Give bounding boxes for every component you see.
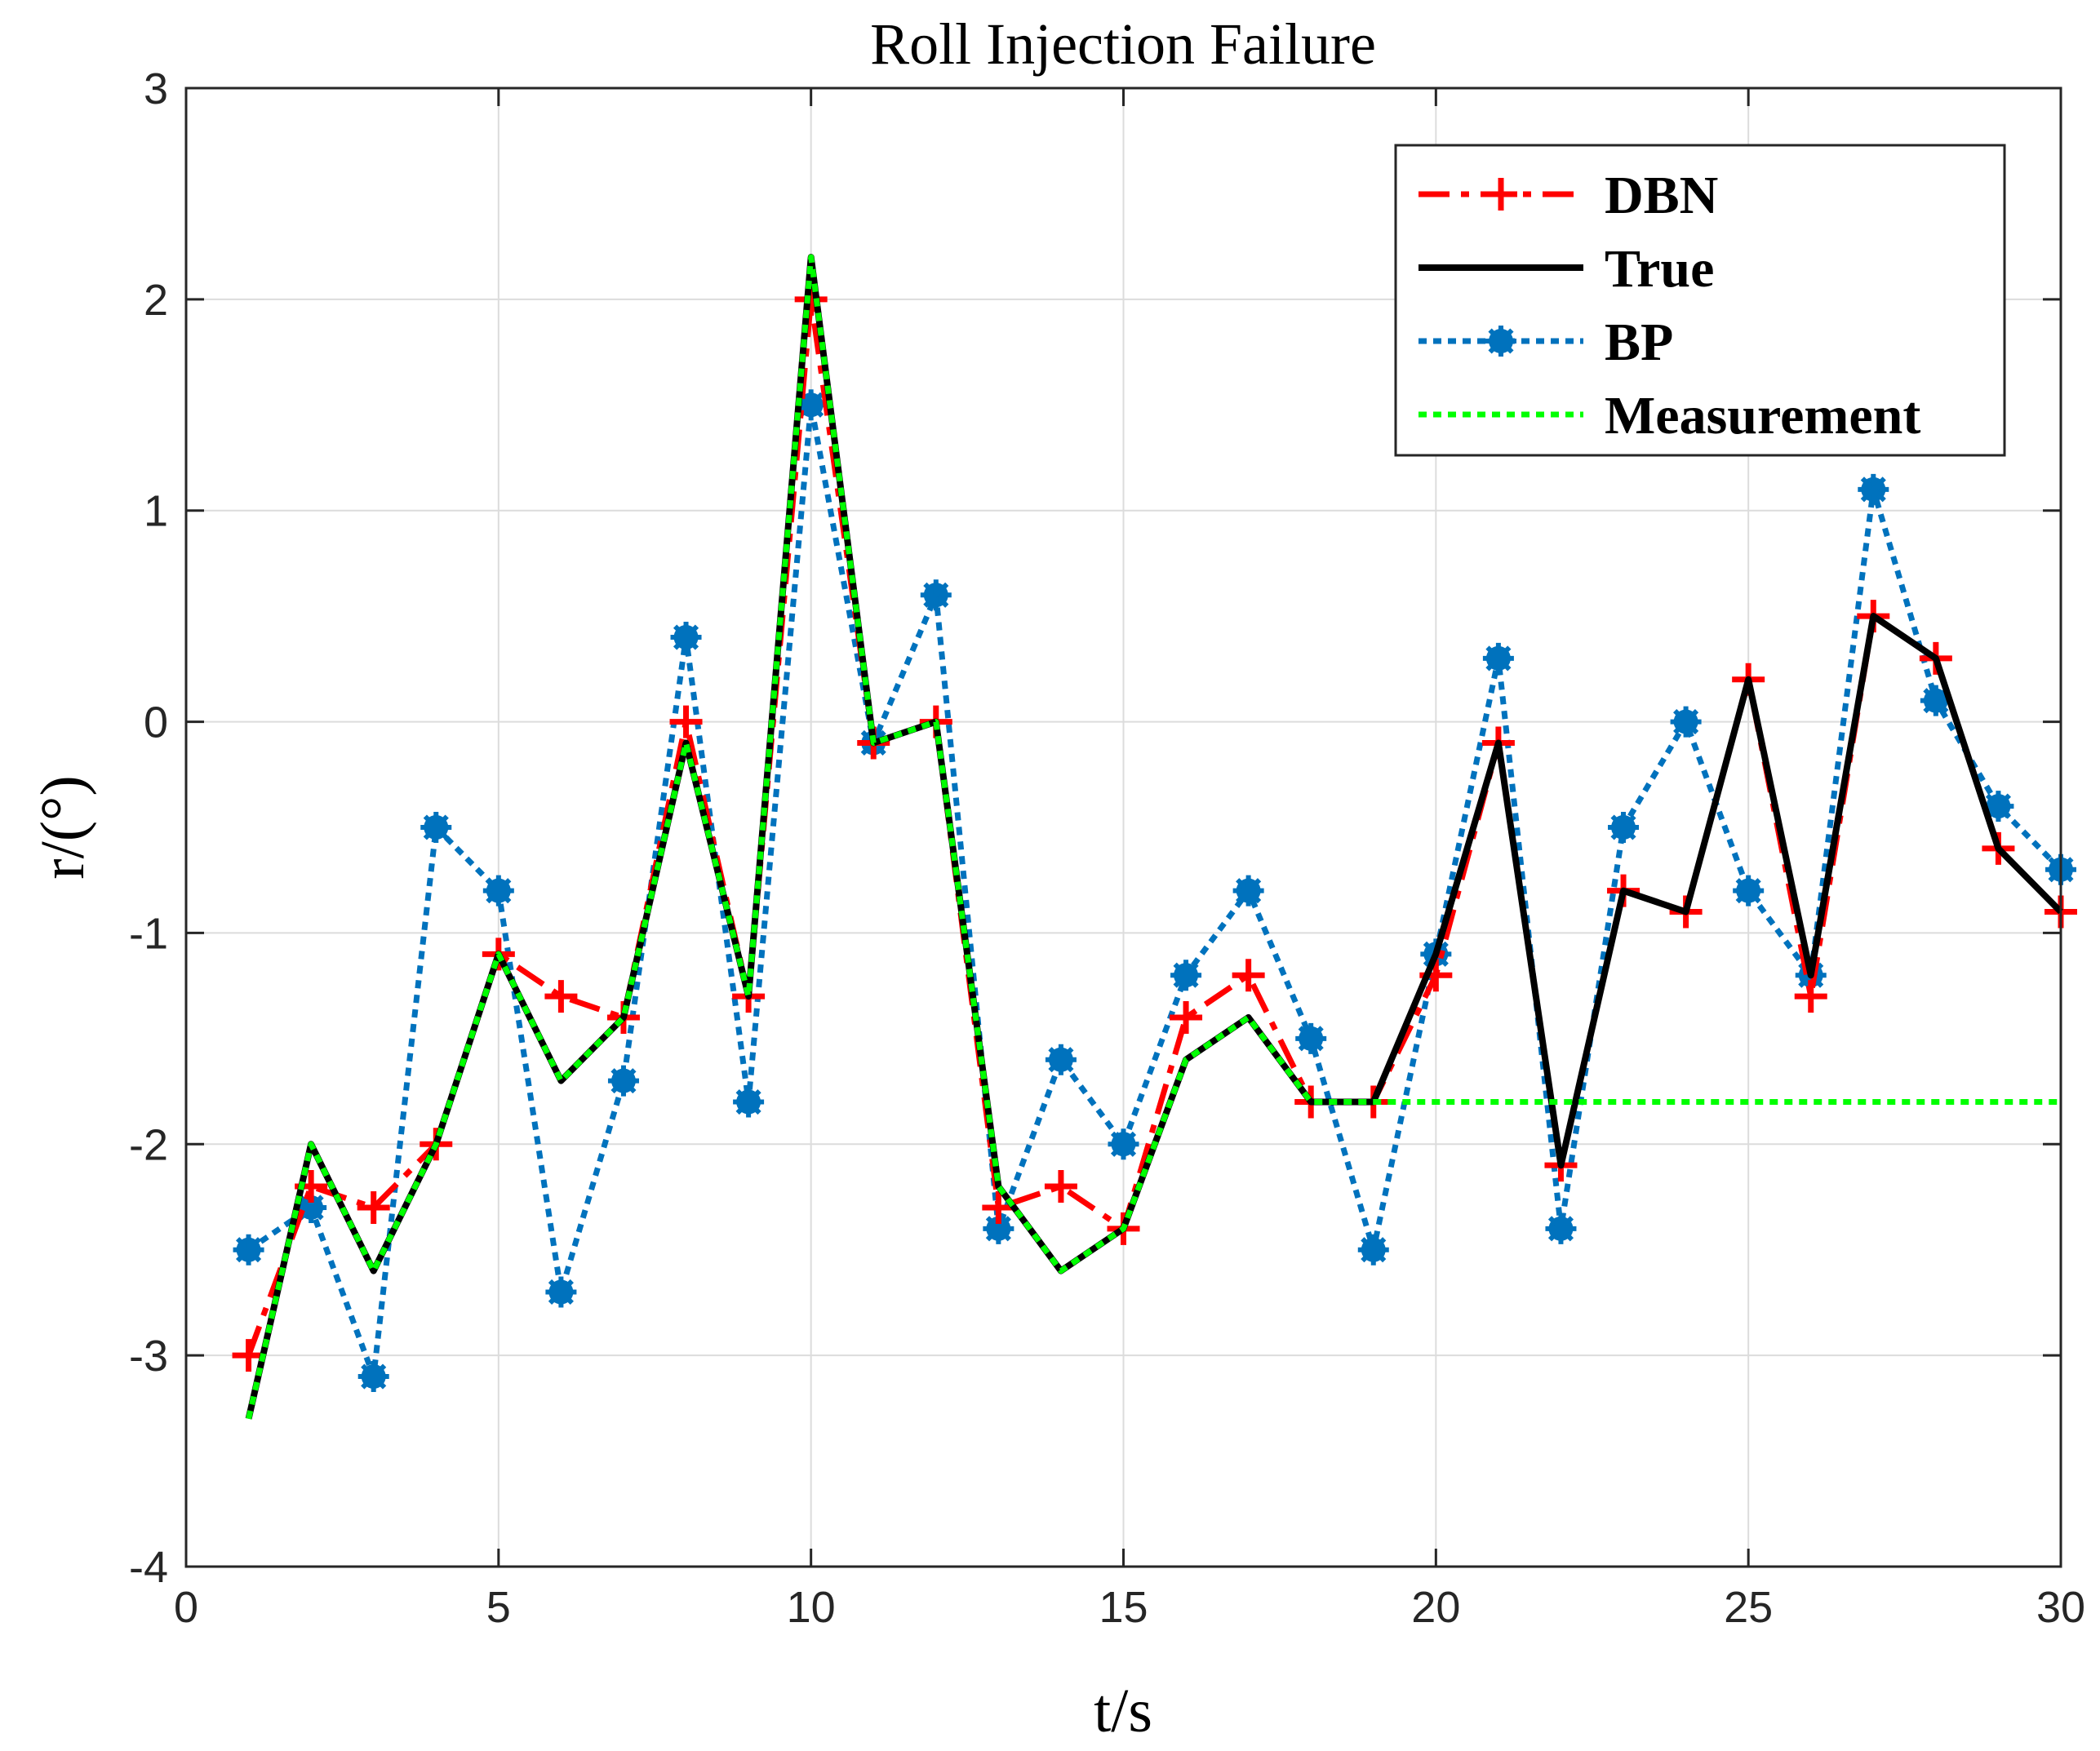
chart-title: Roll Injection Failure	[870, 11, 1376, 77]
bp-point	[545, 1276, 577, 1308]
y-tick-label: -2	[129, 1120, 168, 1169]
legend-marker-bp	[1485, 326, 1516, 357]
x-tick-labels: 0 5 10 15 20 25 30	[174, 1583, 2085, 1632]
bp-point	[670, 622, 702, 654]
bp-point	[1545, 1212, 1577, 1244]
x-tick-label: 20	[1411, 1583, 1460, 1632]
dbn-point	[1044, 1170, 1077, 1204]
bp-point	[1170, 960, 1202, 991]
y-tick-label: 1	[144, 487, 168, 536]
bp-point	[1982, 791, 2014, 822]
x-tick-label: 5	[486, 1583, 511, 1632]
legend-marker-dbn	[1485, 178, 1517, 211]
bp-point	[733, 1086, 765, 1118]
y-tick-label: 0	[144, 698, 168, 747]
legend-label-measurement: Measurement	[1605, 386, 1920, 446]
bp-point	[1295, 1022, 1327, 1054]
bp-point	[1045, 1044, 1077, 1075]
dbn-point	[544, 980, 578, 1013]
legend-label-true: True	[1605, 239, 1714, 299]
bp-point	[357, 1361, 389, 1393]
dbn-point	[357, 1190, 390, 1224]
y-tick-label: 2	[144, 276, 168, 325]
y-axis-label: r/(°)	[29, 775, 97, 879]
bp-point	[482, 875, 514, 907]
bp-point	[607, 1065, 639, 1097]
dbn-point	[1794, 980, 1827, 1013]
series-layer	[232, 254, 2077, 1420]
legend-entry-measurement: Measurement	[1418, 386, 1920, 446]
bp-point	[1670, 706, 1702, 738]
bp-point	[1733, 875, 1765, 907]
bp-point	[1108, 1128, 1139, 1160]
bp-line	[246, 401, 2063, 1380]
bp-point	[1357, 1234, 1389, 1266]
bp-point	[420, 812, 452, 843]
legend-entry-bp: BP	[1418, 313, 1673, 372]
bp-point	[233, 1234, 264, 1266]
y-tick-label: 3	[144, 64, 168, 113]
dbn-point	[669, 705, 703, 738]
x-tick-label: 0	[174, 1583, 198, 1632]
legend-entries: DBN True BP Measurement	[1418, 166, 1920, 446]
bp-point	[1858, 473, 1889, 505]
legend-label-dbn: DBN	[1605, 166, 1718, 225]
series-bp	[233, 389, 2076, 1393]
dbn-point	[1232, 959, 1265, 992]
legend: DBN True BP Measurement	[1394, 144, 2006, 457]
x-tick-label: 30	[2036, 1583, 2085, 1632]
legend-entry-dbn: DBN	[1418, 166, 1718, 225]
dbn-point	[982, 1190, 1015, 1224]
legend-label-bp: BP	[1605, 313, 1673, 372]
y-tick-labels: -4 -3 -2 -1 0 1 2 3	[129, 64, 168, 1592]
bp-point	[1232, 875, 1264, 907]
measurement-line	[246, 254, 2061, 1420]
bp-point	[1482, 642, 1514, 674]
x-tick-label: 25	[1724, 1583, 1773, 1632]
dbn-point	[232, 1339, 265, 1372]
bp-point	[1608, 812, 1640, 843]
dbn-point	[1170, 1000, 1203, 1034]
bp-point	[920, 579, 952, 611]
legend-entry-true: True	[1418, 239, 1714, 299]
x-tick-label: 10	[787, 1583, 836, 1632]
y-tick-label: -4	[129, 1543, 168, 1592]
tick-marks	[184, 86, 2062, 1568]
bp-point	[1920, 685, 1951, 716]
series-measurement	[246, 254, 2061, 1420]
x-tick-label: 15	[1099, 1583, 1148, 1632]
x-axis-label: t/s	[1094, 1677, 1152, 1745]
y-tick-label: -1	[129, 909, 168, 958]
y-tick-label: -3	[129, 1332, 168, 1381]
bp-point	[295, 1191, 327, 1223]
